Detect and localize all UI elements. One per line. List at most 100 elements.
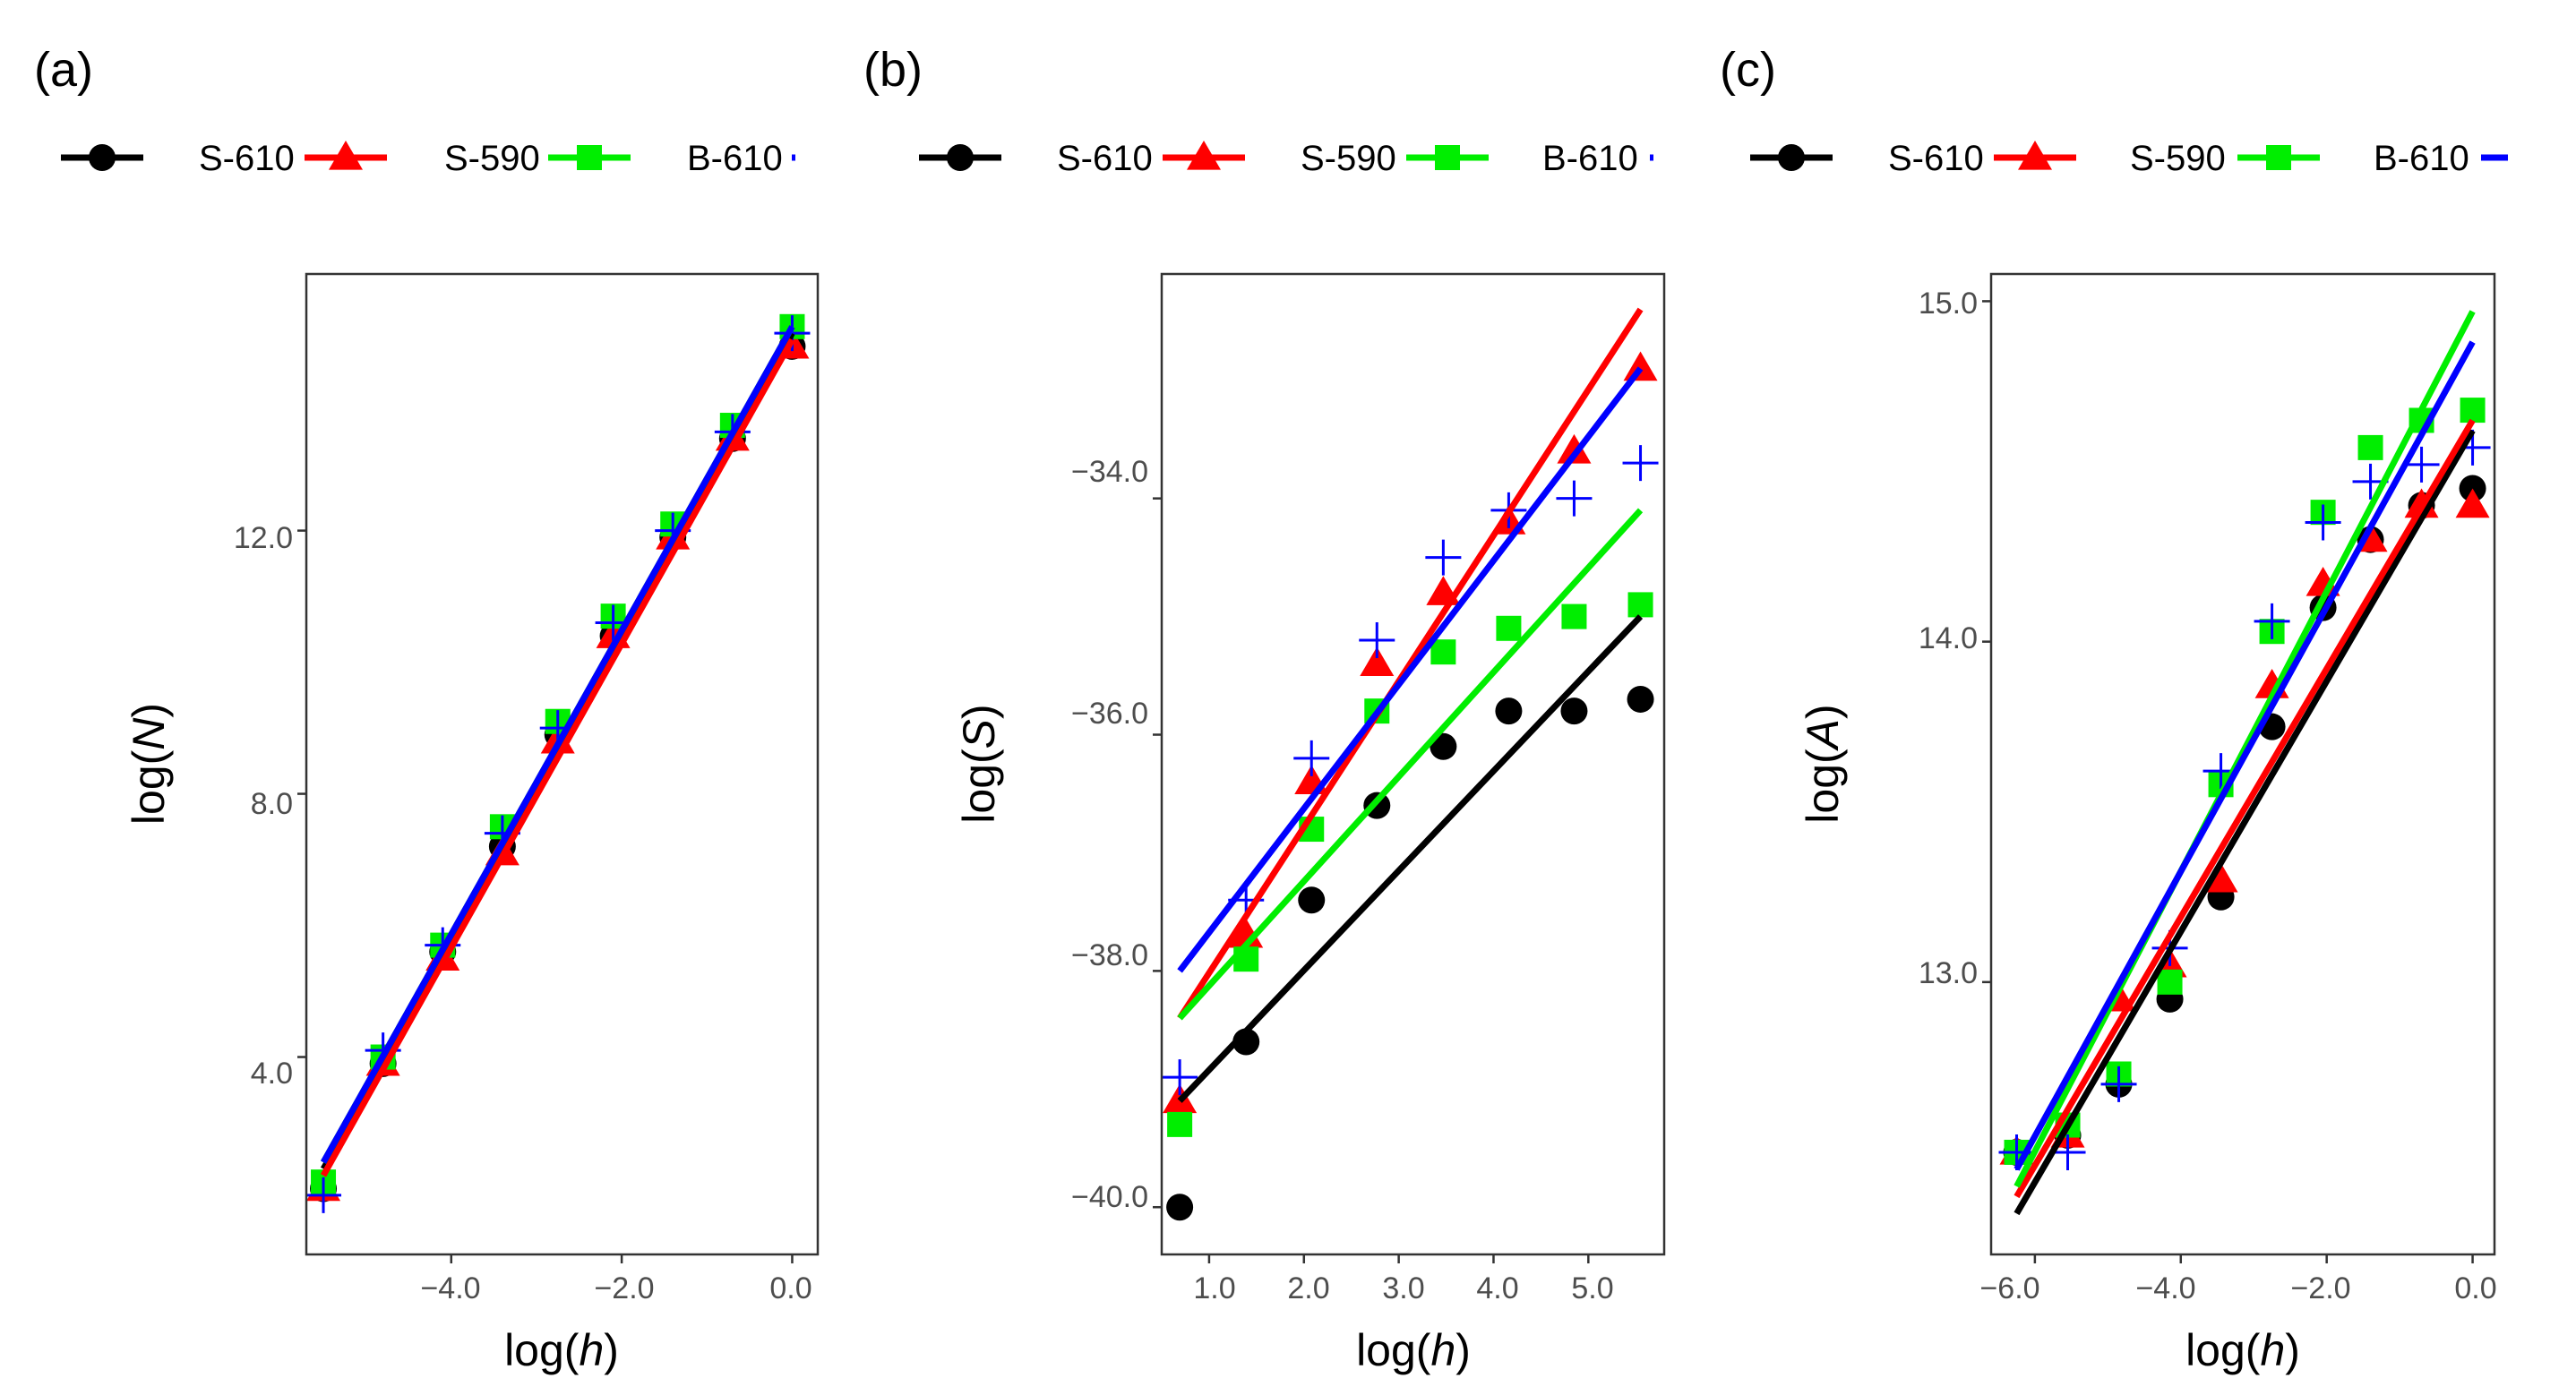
- panel-c-legend: S-610 S-590 B-610: [1750, 139, 2508, 178]
- panel-c-fit-line-series4: [2014, 340, 2476, 1171]
- panel-b: (b) S-610 S-590 B-610 1.0 2.0 3.0 4.0 5.…: [863, 43, 1666, 1375]
- panel-b-point-series4: [1162, 1059, 1198, 1096]
- panel-b-ytick-label: −38.0: [1071, 938, 1148, 972]
- panel-c-x-axis-title: log(h): [2185, 1325, 2300, 1375]
- panel-c-xtick-label: −6.0: [1979, 1271, 2039, 1305]
- panel-b-point-b610: [1167, 1111, 1193, 1137]
- panel-c-ytick-label: 15.0: [1919, 287, 1978, 321]
- panel-b-fit-line-b610: [1177, 508, 1644, 1021]
- panel-b-point-s610: [1166, 1194, 1194, 1221]
- panel-c: (c) S-610 S-590 B-610 −6.0 −4.0 −2.0 0.0…: [1720, 43, 2508, 1375]
- panel-b-point-b610: [1496, 615, 1522, 641]
- panel-c-plot-frame: [1989, 272, 2496, 1256]
- panel-c-y-axis-title-fn: log(: [1798, 749, 1848, 824]
- panel-b-x-axis-title: log(h): [1356, 1325, 1471, 1375]
- panel-b-plot-frame: [1160, 272, 1666, 1256]
- panel-b-points-s590: [1163, 351, 1658, 1114]
- panel-b-point-b610: [1627, 592, 1653, 618]
- panel-a-x-axis-title-var: h: [579, 1325, 604, 1375]
- panel-a-legend-label-s590: S-590: [444, 139, 540, 178]
- panel-b-tick-marks: [1153, 497, 1590, 1263]
- panel-c-point-b610: [2357, 434, 2383, 460]
- panel-c-y-axis-title-close: ): [1798, 704, 1848, 719]
- panel-b-point-s590: [1229, 918, 1264, 948]
- panel-c-xtick-label: 0.0: [2454, 1271, 2496, 1305]
- panel-c-fit-line-s590: [2014, 418, 2476, 1199]
- panel-b-point-series4: [1359, 621, 1395, 658]
- panel-a-fit-line-s610: [320, 331, 795, 1171]
- panel-c-points-series4: [1998, 429, 2491, 1170]
- panel-a-x-ticks: −4.0 −2.0 0.0: [420, 1271, 811, 1305]
- panel-b-point-series4: [1425, 539, 1462, 576]
- panel-b-legend-label-b610: B-610: [1542, 139, 1638, 178]
- panel-b-point-series4: [1622, 445, 1659, 482]
- panel-a-ytick-label: 4.0: [251, 1057, 293, 1091]
- panel-c-ytick-label: 14.0: [1919, 621, 1978, 655]
- panel-c-xtick-label: −4.0: [2135, 1271, 2195, 1305]
- panel-a-xtick-label: 0.0: [769, 1271, 811, 1305]
- panel-a-data: [305, 313, 811, 1213]
- panel-a-fit-line-s590: [320, 338, 795, 1177]
- panel-b-y-axis-title: log(S): [954, 704, 1004, 823]
- panel-c-label: (c): [1720, 43, 1776, 97]
- panel-c-point-series4: [2403, 446, 2440, 483]
- panel-c-point-b610: [2157, 969, 2183, 995]
- panel-a-y-axis-title-close: ): [124, 703, 174, 718]
- panel-b-legend-label-s610: S-610: [1057, 139, 1153, 178]
- panel-c-ytick-label: 13.0: [1919, 956, 1978, 990]
- panel-b-x-axis-title-var: h: [1430, 1325, 1455, 1375]
- panel-b-y-axis-title-close: ): [954, 704, 1004, 719]
- panel-a-point-series4: [305, 1177, 342, 1213]
- panel-c-fit-line-s610: [2014, 429, 2476, 1216]
- panel-b-fit-line-series4: [1177, 366, 1644, 973]
- panel-c-legend-key-marker-s590: [2018, 141, 2052, 170]
- panel-a-tick-marks: [297, 529, 794, 1263]
- panel-b-xtick-label: 3.0: [1382, 1271, 1424, 1305]
- panel-c-x-ticks: −6.0 −4.0 −2.0 0.0: [1979, 1271, 2496, 1305]
- panel-b-fit-line-s590: [1177, 307, 1644, 1021]
- panel-c-point-s610: [2459, 475, 2486, 502]
- panel-b-point-s610: [1627, 685, 1654, 713]
- panel-b-point-series4: [1293, 740, 1330, 776]
- panel-a-ytick-label: 12.0: [234, 521, 293, 555]
- panel-b-xtick-label: 1.0: [1193, 1271, 1235, 1305]
- panel-c-legend-label-s610: S-610: [1888, 139, 1984, 178]
- panel-c-legend-key-marker-b610: [2266, 145, 2291, 170]
- panel-a-ytick-label: 8.0: [251, 787, 293, 821]
- panel-b-ytick-label: −34.0: [1071, 455, 1148, 489]
- panel-a-label: (a): [34, 43, 93, 97]
- panel-b-x-axis-title-fn: log(: [1356, 1325, 1431, 1375]
- panel-c-point-series4: [2100, 1066, 2137, 1102]
- panel-a-legend-key-marker-s590: [329, 141, 363, 170]
- panel-c-point-series4: [2254, 603, 2290, 639]
- panel-c-point-s590: [2203, 862, 2238, 893]
- panel-b-point-series4: [1556, 480, 1593, 517]
- panel-b-point-s590: [1623, 351, 1658, 381]
- panel-a-legend-key-marker-s610: [89, 144, 116, 171]
- panel-c-x-axis-title-fn: log(: [2185, 1325, 2261, 1375]
- panel-a-plot-frame: [305, 272, 820, 1256]
- panel-a-legend-label-s610: S-610: [199, 139, 295, 178]
- panel-b-y-ticks: −40.0 −38.0 −36.0 −34.0: [1071, 455, 1148, 1214]
- panel-c-xtick-label: −2.0: [2290, 1271, 2350, 1305]
- panel-b-point-s590: [1360, 646, 1395, 677]
- panel-c-fit-line-b610: [2014, 310, 2476, 1188]
- panel-c-data: [1998, 310, 2491, 1216]
- panel-b-ytick-label: −40.0: [1071, 1180, 1148, 1214]
- panel-b-xtick-label: 2.0: [1287, 1271, 1329, 1305]
- panel-c-legend-key-marker-s610: [1778, 144, 1805, 171]
- panel-b-point-s610: [1430, 732, 1457, 760]
- panel-b-y-axis-title-fn: log(: [954, 749, 1004, 824]
- panel-a-legend: S-610 S-590 B-610: [61, 139, 795, 178]
- panel-a-xtick-label: −2.0: [594, 1271, 654, 1305]
- panel-b-fit-line-s610: [1177, 614, 1644, 1103]
- panel-b-ytick-label: −36.0: [1071, 697, 1148, 731]
- panel-a-x-axis-title-close: ): [604, 1325, 619, 1375]
- panel-a-fit-line-series4: [320, 325, 795, 1164]
- panel-a-x-axis-title-fn: log(: [504, 1325, 580, 1375]
- panel-b-label: (b): [863, 43, 923, 97]
- panel-b-legend-key-marker-s610: [947, 144, 974, 171]
- panel-b-legend-key-marker-s590: [1187, 141, 1221, 170]
- panel-a-y-axis-title-var: N: [124, 717, 174, 750]
